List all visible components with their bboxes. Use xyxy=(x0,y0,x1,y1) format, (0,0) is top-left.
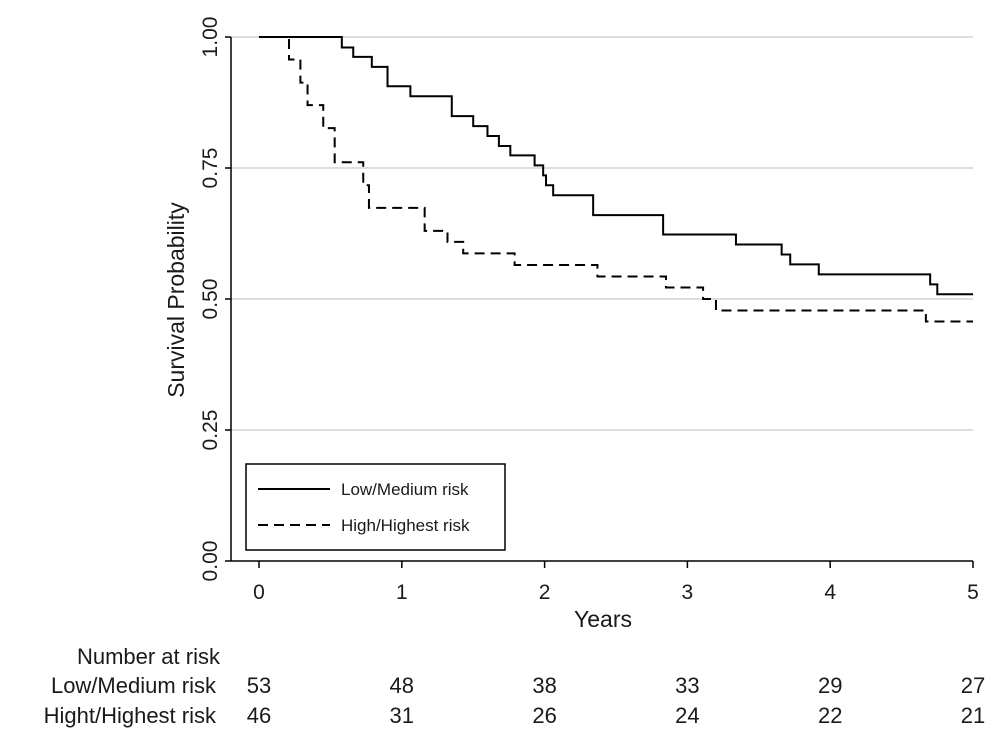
risk-value-0-4: 29 xyxy=(818,673,842,698)
legend-label-1: High/Highest risk xyxy=(341,516,470,535)
risk-value-0-1: 48 xyxy=(390,673,414,698)
risk-row-label-1: Hight/Highest risk xyxy=(44,703,217,728)
x-tick-label-5: 5 xyxy=(967,581,979,604)
risk-value-0-5: 27 xyxy=(961,673,985,698)
y-tick-label-3: 0.75 xyxy=(199,148,222,189)
series-lines xyxy=(259,36,973,323)
y-tick-label-0: 0.00 xyxy=(199,541,222,582)
y-axis-title: Survival Probability xyxy=(163,202,189,398)
risk-value-1-5: 21 xyxy=(961,703,985,728)
number-at-risk-table: Number at risk Low/Medium risk 53 48 38 33 29… xyxy=(44,644,986,728)
risk-value-0-0: 53 xyxy=(247,673,271,698)
series-line-low-medium-risk xyxy=(259,36,973,296)
x-tick-label-4: 4 xyxy=(824,581,836,604)
risk-value-0-3: 33 xyxy=(675,673,699,698)
risk-value-1-3: 24 xyxy=(675,703,699,728)
axes: 0.00 0.25 0.50 0.75 1.00 0 1 2 3 4 5 xyxy=(199,17,979,604)
x-tick-label-3: 3 xyxy=(682,581,694,604)
x-axis-title: Years xyxy=(574,606,632,632)
risk-value-1-4: 22 xyxy=(818,703,842,728)
risk-row-label-0: Low/Medium risk xyxy=(51,673,217,698)
risk-table-title: Number at risk xyxy=(77,644,221,669)
grid-lines xyxy=(231,36,973,431)
risk-value-1-0: 46 xyxy=(247,703,271,728)
x-tick-label-2: 2 xyxy=(539,581,551,604)
legend-box xyxy=(245,463,506,551)
y-tick-label-2: 0.50 xyxy=(199,279,222,320)
y-tick-label-4: 1.00 xyxy=(199,17,222,58)
x-tick-label-1: 1 xyxy=(396,581,408,604)
x-tick-label-0: 0 xyxy=(253,581,265,604)
y-tick-label-1: 0.25 xyxy=(199,410,222,451)
risk-value-1-1: 31 xyxy=(390,703,414,728)
series-line-high-highest-risk xyxy=(259,36,973,323)
legend-label-0: Low/Medium risk xyxy=(341,480,469,499)
risk-value-1-2: 26 xyxy=(532,703,556,728)
risk-value-0-2: 38 xyxy=(532,673,556,698)
legend: Low/Medium risk High/Highest risk xyxy=(245,463,506,551)
